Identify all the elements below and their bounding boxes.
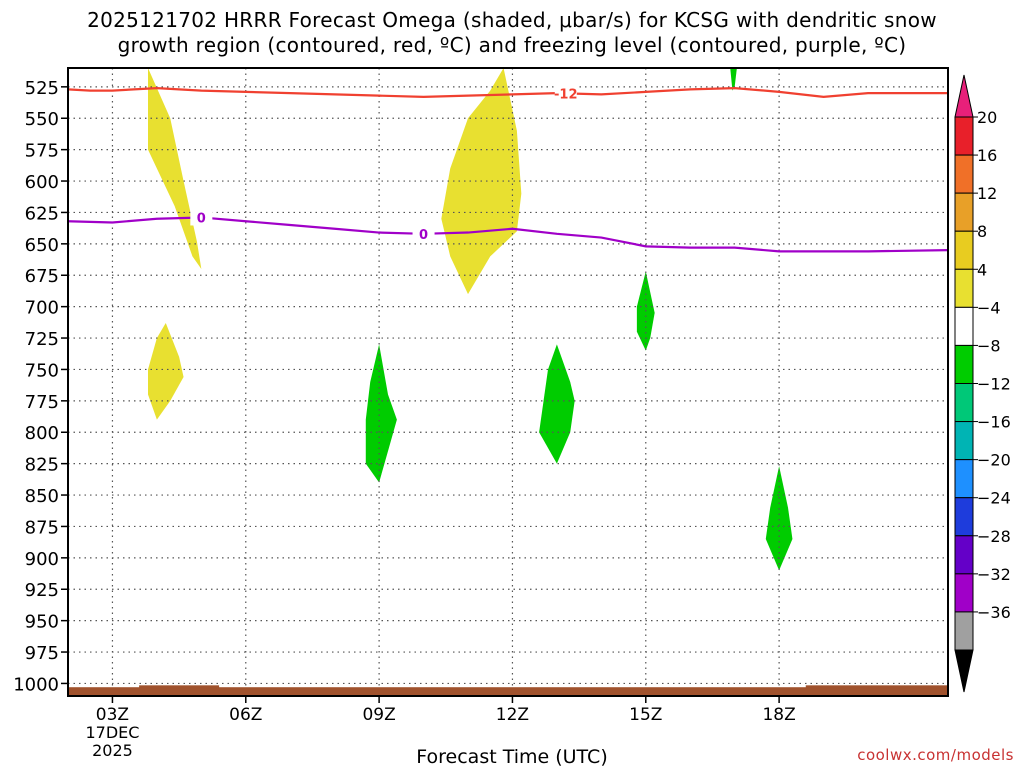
colorbar-label: −4 bbox=[977, 298, 1001, 317]
colorbar-label: 4 bbox=[977, 260, 987, 279]
colorbar-swatch bbox=[954, 344, 974, 384]
colorbar-label: −20 bbox=[977, 451, 1011, 470]
colorbar-label: 8 bbox=[977, 222, 987, 241]
omega-region bbox=[365, 344, 397, 483]
y-tick-label: 825 bbox=[25, 455, 59, 476]
omega-region bbox=[765, 466, 793, 571]
colorbar-label: −36 bbox=[977, 603, 1011, 622]
colorbar-swatch bbox=[954, 116, 974, 156]
colorbar-swatch bbox=[954, 573, 974, 613]
y-tick-label: 650 bbox=[25, 235, 59, 256]
freezing-level-contour-label: 0 bbox=[197, 211, 206, 226]
colorbar-swatch bbox=[954, 535, 974, 575]
ground-surface-bump bbox=[805, 685, 948, 689]
site-credit: coolwx.com/models bbox=[857, 746, 1014, 764]
y-tick-label: 850 bbox=[25, 486, 59, 507]
y-tick-label: 925 bbox=[25, 580, 59, 601]
y-tick-label: 600 bbox=[25, 172, 59, 193]
colorbar-swatch bbox=[954, 154, 974, 194]
colorbar-swatch bbox=[954, 306, 974, 346]
y-tick-label: 525 bbox=[25, 78, 59, 99]
omega-region bbox=[148, 322, 184, 420]
colorbar-swatch bbox=[954, 230, 974, 270]
plot-frame bbox=[67, 67, 949, 697]
colorbar-label: −16 bbox=[977, 413, 1011, 432]
colorbar-label: −32 bbox=[977, 565, 1011, 584]
y-tick-label: 950 bbox=[25, 612, 59, 633]
colorbar-label: −8 bbox=[977, 336, 1001, 355]
dgz-contour bbox=[67, 86, 948, 98]
colorbar-swatch bbox=[954, 497, 974, 537]
y-tick-label: 900 bbox=[25, 549, 59, 570]
colorbar-swatch bbox=[954, 421, 974, 461]
omega-region bbox=[539, 344, 575, 464]
y-tick-label: 725 bbox=[25, 329, 59, 350]
y-tick-label: 875 bbox=[25, 517, 59, 538]
colorbar-label: −12 bbox=[977, 375, 1011, 394]
omega-region bbox=[112, 68, 202, 269]
ground-surface bbox=[68, 687, 948, 696]
contour-label-bg bbox=[412, 225, 435, 242]
x-tick-label: 03Z bbox=[96, 705, 129, 725]
ground-surface-bump bbox=[139, 685, 220, 689]
colorbar-label: −28 bbox=[977, 527, 1011, 546]
colorbar-bottom-arrow bbox=[954, 649, 974, 693]
colorbar-swatch bbox=[954, 611, 974, 651]
y-tick-label: 550 bbox=[25, 109, 59, 130]
y-tick-label: 1000 bbox=[13, 674, 59, 695]
y-tick-label: 975 bbox=[25, 643, 59, 664]
colorbar-label: 16 bbox=[977, 146, 997, 165]
y-tick-label: 800 bbox=[25, 423, 59, 444]
y-tick-label: 750 bbox=[25, 360, 59, 381]
x-tick-label: 06Z bbox=[229, 705, 262, 725]
colorbar-label: 20 bbox=[977, 108, 997, 127]
x-tick-label: 12Z bbox=[496, 705, 529, 725]
y-tick-label: 775 bbox=[25, 392, 59, 413]
x-date-label: 2025 bbox=[92, 741, 133, 760]
chart-title-line1: 2025121702 HRRR Forecast Omega (shaded, … bbox=[87, 8, 937, 32]
x-date-label: 17DEC bbox=[85, 723, 139, 742]
contour-label-bg bbox=[554, 85, 577, 102]
y-tick-label: 675 bbox=[25, 266, 59, 287]
x-tick-label: 18Z bbox=[762, 705, 795, 725]
chart-title-line2: growth region (contoured, red, ºC) and f… bbox=[117, 33, 907, 57]
contour-label-bg bbox=[190, 209, 213, 226]
y-tick-label: 700 bbox=[25, 298, 59, 319]
colorbar-top-arrow bbox=[954, 74, 974, 118]
colorbar-swatch bbox=[954, 268, 974, 308]
colorbar-swatch bbox=[954, 383, 974, 423]
omega-region bbox=[730, 68, 737, 91]
freezing-level-contour-label: 0 bbox=[419, 228, 428, 243]
y-tick-label: 625 bbox=[25, 203, 59, 224]
colorbar-label: 12 bbox=[977, 184, 997, 203]
dgz-contour-label: -12 bbox=[554, 87, 578, 102]
colorbar-label: −24 bbox=[977, 489, 1011, 508]
colorbar-swatch bbox=[954, 459, 974, 499]
y-tick-label: 575 bbox=[25, 141, 59, 162]
x-tick-label: 09Z bbox=[362, 705, 395, 725]
colorbar-swatch bbox=[954, 192, 974, 232]
x-tick-label: 15Z bbox=[629, 705, 662, 725]
x-axis-label: Forecast Time (UTC) bbox=[416, 746, 608, 768]
